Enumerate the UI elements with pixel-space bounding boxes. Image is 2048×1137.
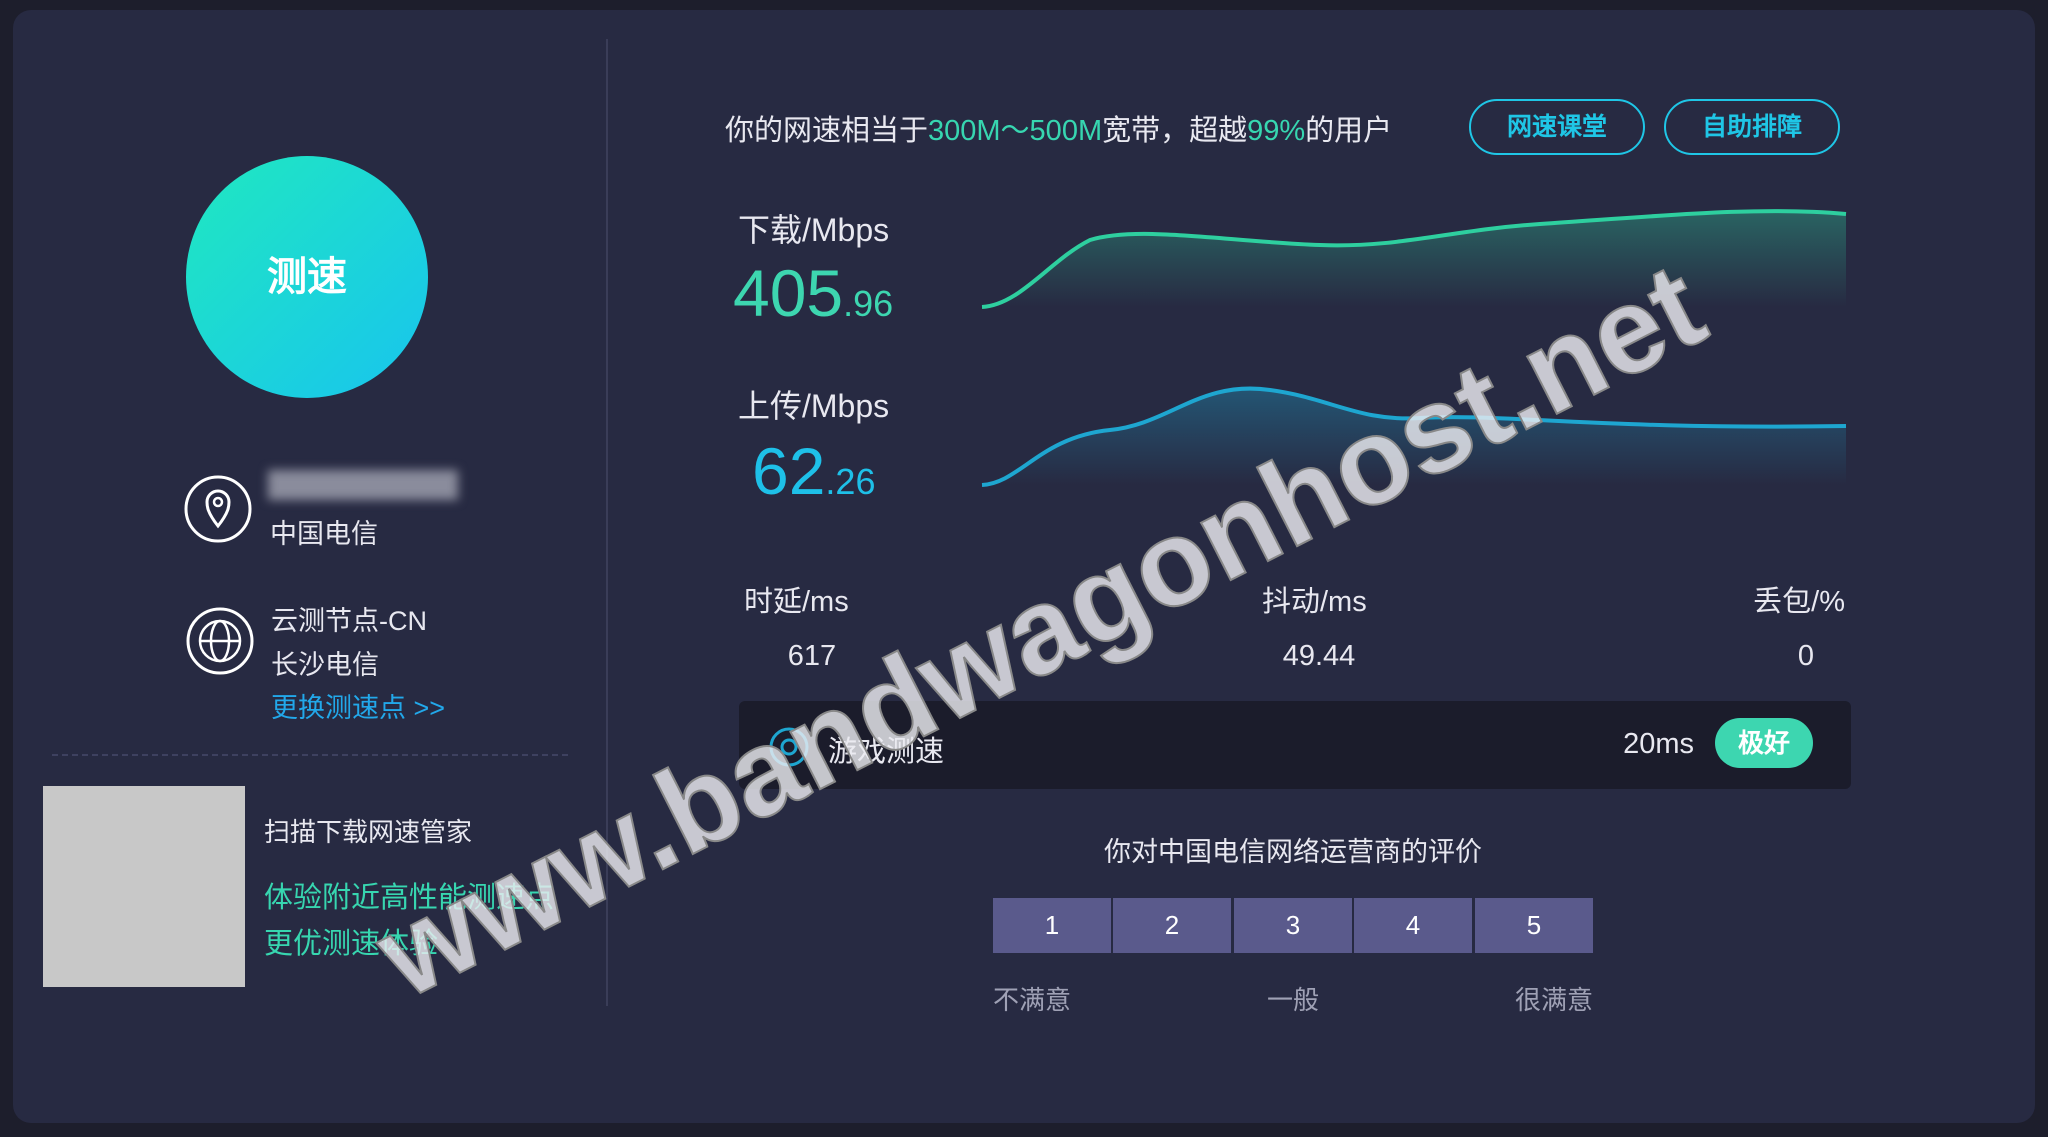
game-bar (739, 701, 1851, 789)
qr-line: 更优测速体验 (264, 928, 439, 960)
rating-title: 你对中国电信网络运营商的评价 (1104, 837, 1482, 867)
rating-mid: 一般 (1266, 985, 1320, 1015)
speed-button[interactable]: 测速 (186, 156, 428, 398)
game-icon (769, 727, 809, 767)
divider (606, 39, 608, 1006)
node-name: 云测节点-CN (271, 606, 427, 636)
latency-label: 时延/ms (744, 586, 849, 618)
upload-int: 62 (752, 434, 826, 508)
isp-name: 中国电信 (270, 519, 378, 549)
loss-label: 丢包/% (1753, 586, 1845, 618)
latency-value: 617 (787, 640, 837, 672)
rating-option[interactable]: 3 (1234, 898, 1352, 953)
summary-range: 300M～500M (928, 115, 1103, 147)
blurred-ip (268, 470, 458, 500)
rating-high: 很满意 (1514, 985, 1593, 1015)
node-city: 长沙电信 (271, 650, 379, 680)
summary: 你的网速相当于300M～500M宽带，超越99%的用户 (725, 107, 1392, 149)
game-latency: 20ms (1623, 728, 1694, 760)
loss-value: 0 (1797, 640, 1815, 672)
location-icon (184, 475, 252, 543)
download-label: 下载/Mbps (738, 212, 890, 248)
game-label[interactable]: 游戏测速 (828, 736, 945, 768)
rating-option[interactable]: 2 (1113, 898, 1231, 953)
download-int: 405 (733, 256, 844, 330)
speed-curves (981, 209, 1847, 487)
qr-title: 扫描下载网速管家 (264, 817, 473, 847)
change-node-link[interactable]: 更换测速点 >> (271, 693, 446, 723)
summary-percent: 99% (1247, 115, 1306, 147)
download-dec: .96 (843, 283, 894, 324)
rating-low: 不满意 (993, 985, 1072, 1015)
summary-text: 你的网速相当于 (725, 115, 929, 147)
jitter-value: 49.44 (1282, 640, 1356, 672)
rating-option[interactable]: 4 (1354, 898, 1472, 953)
rating-option[interactable]: 5 (1475, 898, 1593, 953)
jitter-label: 抖动/ms (1262, 586, 1367, 618)
troubleshoot-button[interactable]: 自助排障 (1664, 99, 1840, 155)
download-value: 405.96 (733, 255, 893, 331)
globe-icon (186, 607, 254, 675)
separator (52, 754, 568, 756)
qr-line: 体验附近高性能测速点 (264, 882, 555, 914)
upload-dec: .26 (825, 461, 876, 502)
summary-text: 宽带，超越 (1102, 115, 1248, 147)
qr-code (43, 786, 245, 987)
course-button[interactable]: 网速课堂 (1469, 99, 1645, 155)
game-rating: 极好 (1715, 718, 1813, 768)
upload-value: 62.26 (752, 433, 875, 509)
rating-option[interactable]: 1 (993, 898, 1111, 953)
summary-text: 的用户 (1305, 115, 1393, 147)
upload-label: 上传/Mbps (738, 388, 890, 424)
